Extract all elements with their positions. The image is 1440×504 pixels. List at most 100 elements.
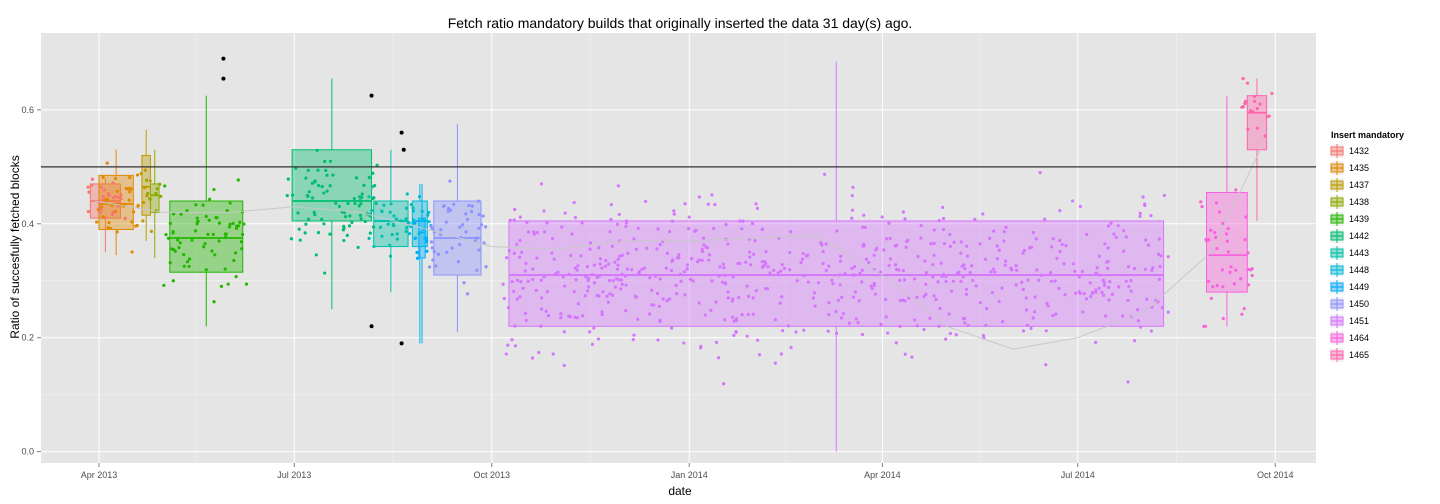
point-1451	[658, 318, 662, 322]
point-1451	[831, 282, 835, 286]
point-1442	[304, 176, 308, 180]
point-1432	[98, 210, 102, 215]
point-1451	[512, 251, 516, 255]
point-1442	[298, 238, 302, 242]
point-1451	[672, 212, 676, 216]
point-1451	[779, 352, 783, 356]
point-1451	[997, 299, 1001, 304]
point-1448	[420, 209, 424, 213]
point-1451	[760, 227, 764, 232]
point-1451	[1097, 273, 1101, 277]
point-1437	[142, 185, 147, 189]
point-1450	[456, 259, 460, 264]
point-1451	[656, 227, 660, 231]
point-1451	[749, 263, 753, 267]
point-1451	[838, 259, 843, 263]
point-1451	[632, 237, 636, 241]
point-1451	[731, 275, 735, 279]
y-axis: 0.0 0.2 0.4 0.6	[21, 105, 41, 457]
point-1448	[417, 195, 422, 199]
point-1451	[1126, 380, 1130, 384]
point-1451	[609, 203, 613, 207]
point-1439	[234, 274, 238, 279]
point-1451	[873, 292, 878, 296]
point-1451	[942, 241, 946, 246]
point-1451	[948, 331, 952, 336]
point-1451	[1070, 199, 1075, 203]
point-1449	[425, 249, 429, 253]
point-1443	[395, 232, 399, 236]
outlier-point	[221, 56, 226, 61]
point-1451	[501, 282, 505, 286]
point-1442	[354, 176, 359, 180]
point-1451	[600, 312, 604, 317]
point-1443	[405, 226, 409, 230]
point-1439	[210, 249, 214, 253]
point-1451	[618, 254, 622, 258]
point-1439	[204, 268, 208, 272]
point-1432	[116, 200, 120, 205]
point-1451	[882, 248, 886, 252]
point-1443	[404, 206, 409, 210]
point-1439	[171, 279, 175, 283]
point-1451	[1029, 326, 1033, 330]
point-1439	[182, 264, 186, 268]
point-1439	[223, 235, 228, 239]
point-1442	[347, 224, 352, 228]
point-1451	[512, 218, 516, 222]
point-1450	[465, 292, 470, 296]
point-1442	[359, 202, 363, 206]
point-1451	[1084, 297, 1089, 301]
point-1451	[693, 229, 697, 233]
point-1451	[894, 267, 899, 271]
point-1451	[606, 300, 610, 304]
point-1451	[707, 258, 711, 262]
point-1443	[404, 229, 408, 233]
point-1451	[642, 266, 647, 270]
point-1432	[119, 193, 123, 197]
data-points	[86, 76, 1274, 386]
point-1451	[1157, 277, 1162, 281]
point-1451	[614, 277, 619, 281]
point-1439	[195, 222, 199, 226]
point-1451	[597, 246, 601, 250]
point-1464	[1207, 279, 1211, 283]
point-1451	[1051, 237, 1055, 241]
point-1437	[143, 168, 147, 172]
point-1442	[324, 168, 328, 173]
point-1451	[539, 182, 544, 186]
point-1451	[802, 273, 806, 278]
point-1451	[978, 242, 982, 246]
point-1451	[1138, 214, 1142, 218]
point-1450	[469, 210, 474, 214]
point-1451	[1090, 291, 1095, 295]
point-1451	[630, 268, 634, 272]
point-1451	[710, 279, 714, 283]
point-1439	[204, 214, 208, 219]
outlier-point	[369, 324, 374, 329]
point-1451	[1149, 214, 1153, 218]
point-1450	[479, 223, 484, 227]
point-1451	[665, 251, 670, 255]
point-1451	[1055, 256, 1059, 260]
point-1451	[703, 313, 707, 317]
point-1442	[306, 194, 310, 198]
point-1451	[1051, 313, 1055, 318]
point-1451	[898, 324, 902, 328]
point-1451	[645, 246, 649, 250]
point-1451	[1160, 306, 1164, 310]
point-1464	[1225, 239, 1229, 243]
point-1451	[850, 266, 854, 271]
point-1450	[460, 223, 465, 227]
point-1451	[546, 314, 551, 318]
point-1451	[840, 295, 844, 299]
point-1435	[130, 220, 134, 224]
y-tick-label: 0.2	[21, 333, 34, 343]
point-1451	[1062, 262, 1066, 266]
point-1451	[561, 275, 565, 279]
point-1439	[203, 241, 207, 246]
point-1439	[241, 232, 245, 236]
point-1451	[716, 356, 721, 360]
point-1451	[1144, 238, 1148, 242]
box-1439	[169, 200, 244, 273]
